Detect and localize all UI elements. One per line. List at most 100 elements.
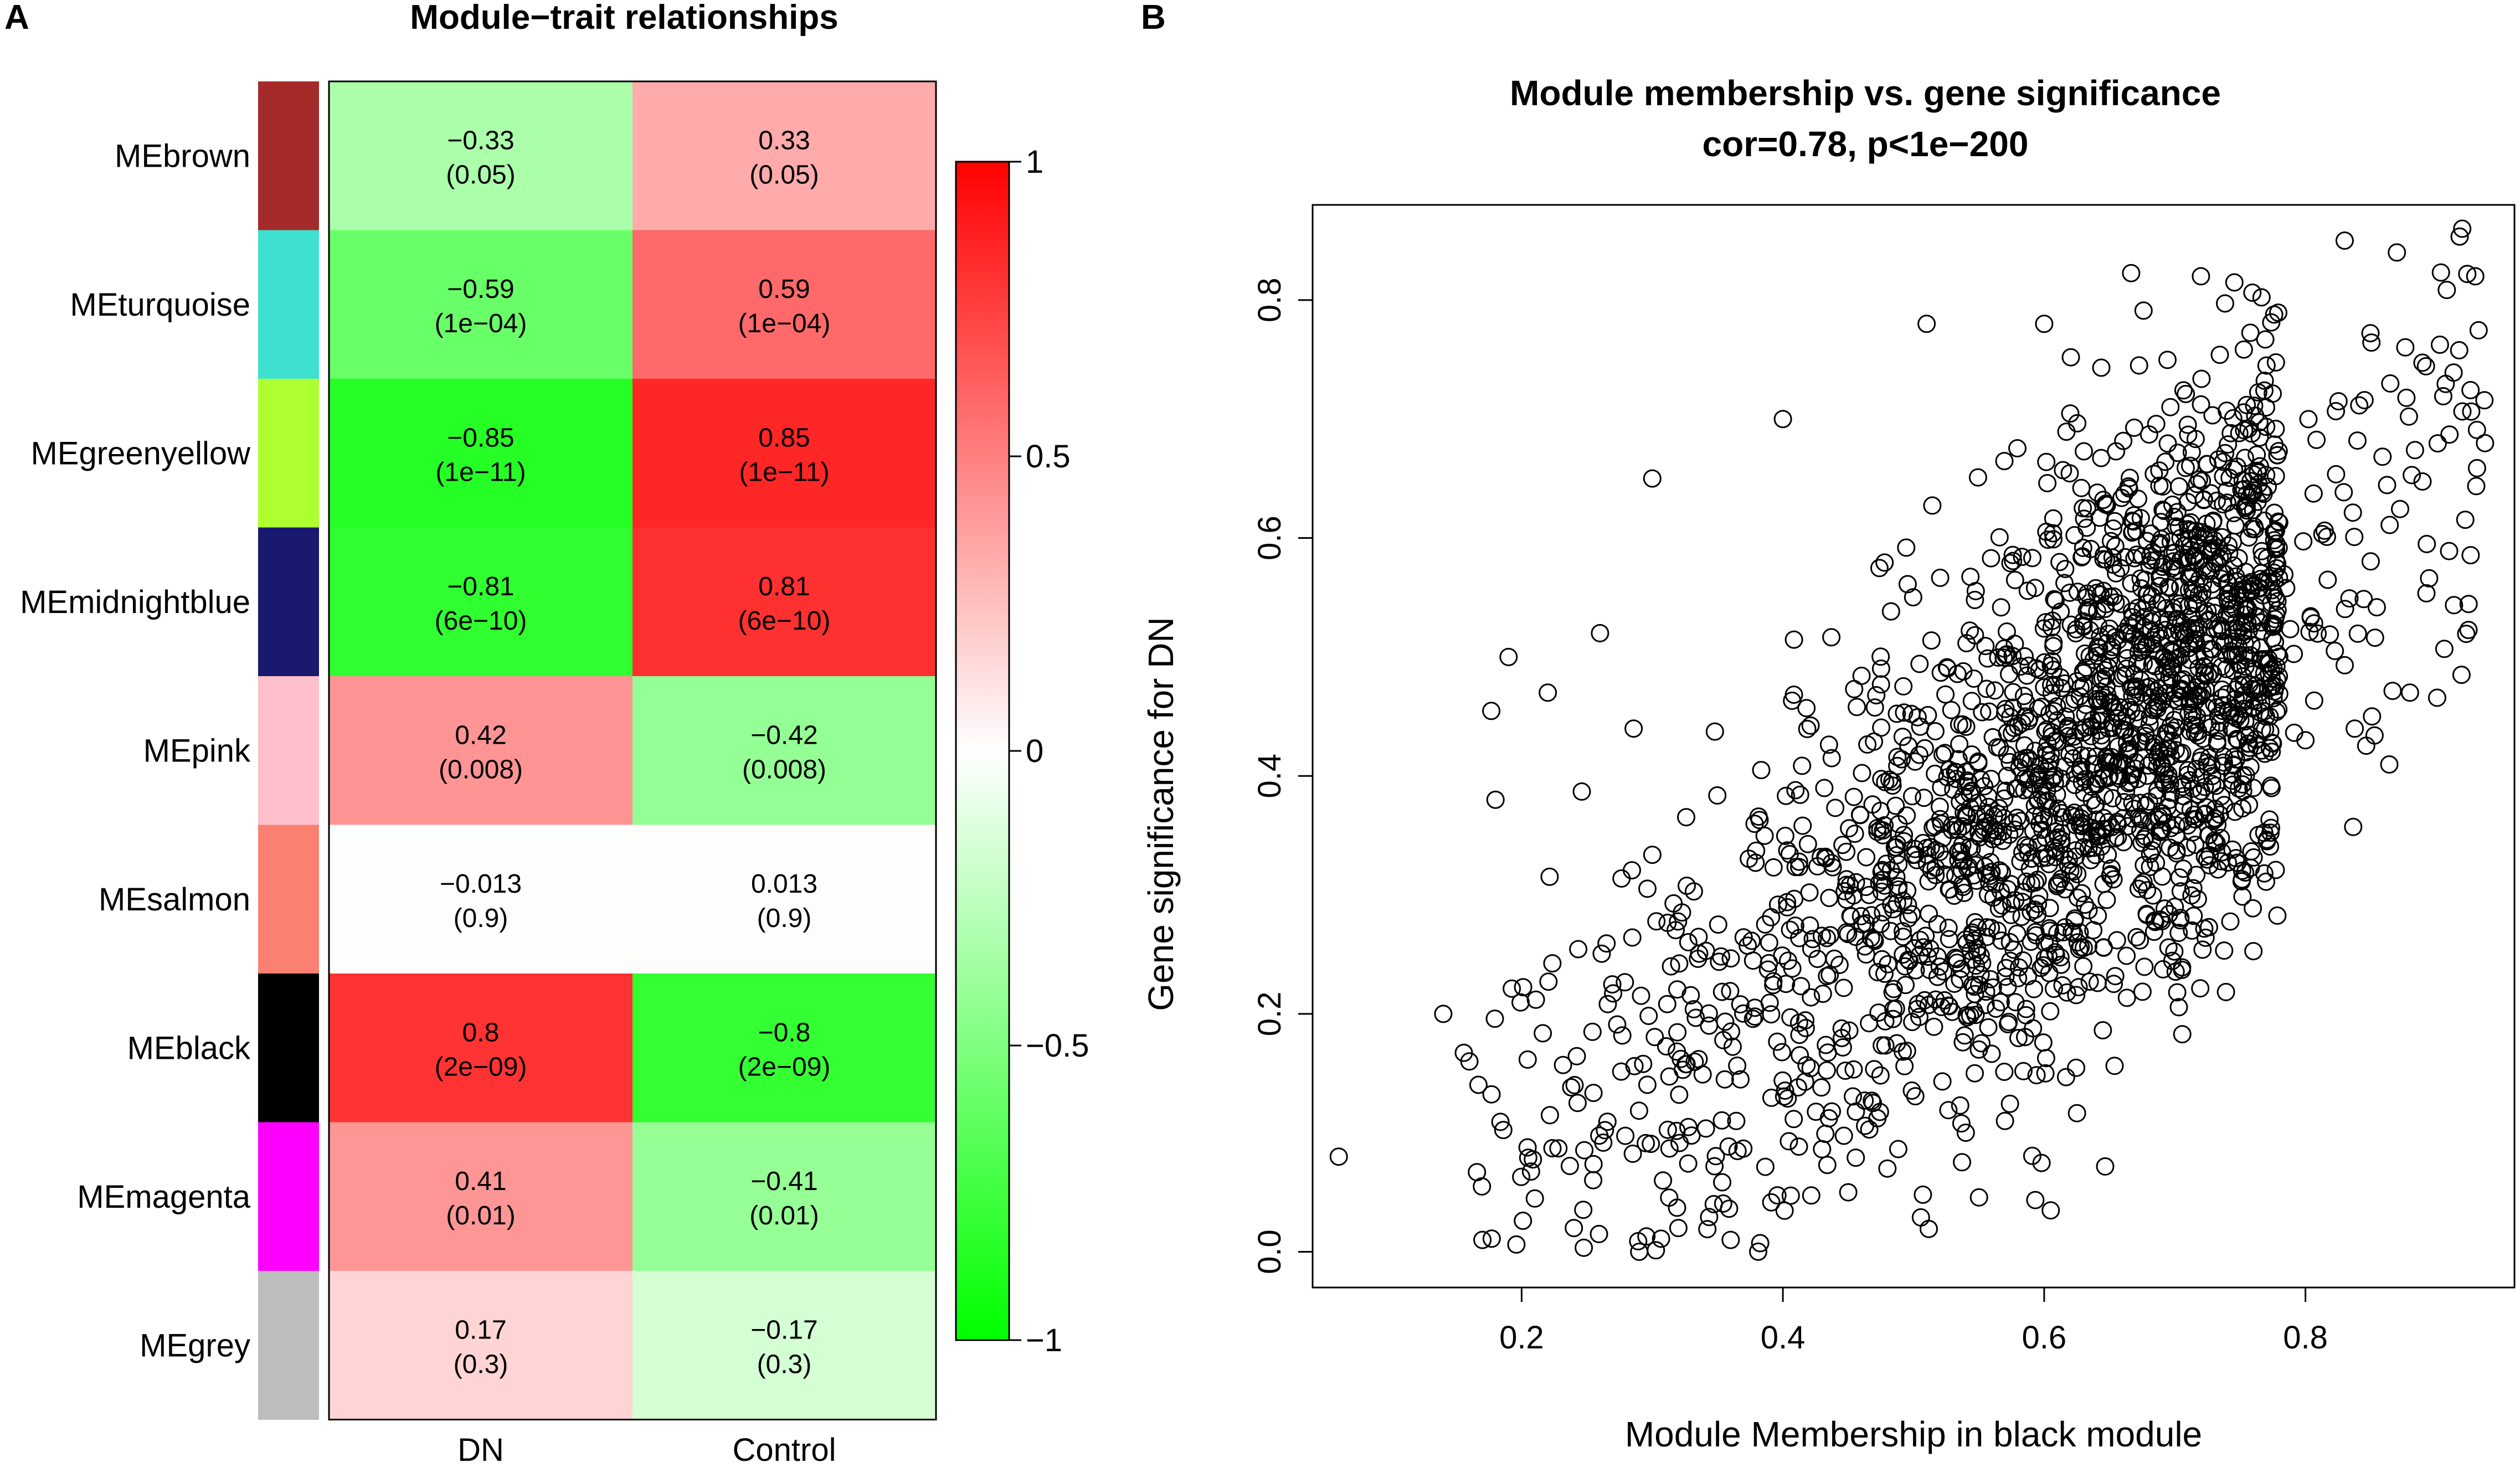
scatter-point	[1855, 1091, 1874, 1110]
y-tick-label: 0.4	[1252, 754, 1288, 799]
scatter-point	[1966, 1064, 1984, 1083]
scatter-point	[1657, 1037, 1675, 1055]
scatter-point	[1821, 926, 1840, 945]
scatter-point	[1565, 1219, 1583, 1238]
scatter-point	[2159, 938, 2178, 957]
scatter-point	[2059, 717, 2077, 735]
scatter-point	[1963, 976, 1982, 995]
cell-correlation: −0.013	[440, 869, 522, 899]
scatter-point	[1984, 888, 2003, 907]
scatter-point	[2180, 695, 2199, 714]
scatter-title: Module membership vs. gene significance	[1510, 73, 2221, 113]
scatter-point	[2257, 356, 2276, 375]
scatter-point	[2074, 838, 2093, 857]
scatter-point	[1667, 921, 1685, 940]
scatter-point	[1961, 568, 1980, 586]
scatter-point	[2420, 569, 2439, 588]
cell-correlation: 0.33	[758, 126, 810, 155]
scatter-point	[2220, 468, 2239, 487]
scatter-point	[1693, 1065, 1712, 1084]
scatter-point	[1825, 949, 1844, 968]
scatter-point	[2174, 670, 2193, 689]
scatter-point	[2119, 774, 2138, 792]
scatter-point	[2023, 549, 2041, 568]
scatter-point	[2140, 556, 2159, 575]
scatter-point	[1987, 1000, 2005, 1018]
scatter-point	[1567, 1047, 1586, 1065]
scatter-point	[2234, 667, 2252, 686]
cell-correlation: −0.85	[447, 423, 514, 452]
scatter-point	[2116, 666, 2135, 684]
scatter-point	[2241, 323, 2260, 342]
scatter-point	[2266, 420, 2285, 438]
scatter-point	[1670, 1134, 1689, 1152]
scatter-point	[2445, 596, 2464, 615]
scatter-point	[2192, 267, 2210, 286]
scatter-point	[2250, 428, 2269, 447]
scatter-point	[1762, 1088, 1781, 1107]
scatter-point	[2127, 703, 2146, 722]
scatter-point	[2092, 449, 2111, 467]
scatter-point	[1946, 866, 1964, 885]
scatter-point	[2208, 732, 2226, 750]
scatter-point	[1677, 1055, 1696, 1074]
scatter-point	[1993, 863, 2011, 882]
scatter-point	[2099, 658, 2118, 677]
scatter-point	[2244, 779, 2263, 797]
scatter-point	[2192, 395, 2210, 414]
scatter-point	[1946, 763, 1964, 781]
cell-pvalue: (0.05)	[446, 160, 515, 189]
scatter-point	[1996, 646, 2015, 665]
scatter-point	[1784, 1110, 1803, 1129]
scatter-point	[2170, 594, 2189, 613]
scatter-point	[1897, 806, 1916, 825]
cell-correlation: −0.33	[447, 126, 514, 155]
heatmap-cell	[329, 1122, 633, 1271]
scatter-point	[2140, 792, 2158, 811]
cell-correlation: 0.8	[462, 1018, 500, 1047]
scatter-point	[1720, 1199, 1739, 1218]
scatter-point	[2117, 946, 2136, 965]
scatter-point	[1756, 1157, 1775, 1176]
cell-pvalue: (2e−09)	[435, 1052, 527, 1082]
scatter-point	[1776, 827, 1794, 845]
scatter-point	[2024, 1019, 2043, 1038]
scatter-point	[1995, 1063, 2014, 1081]
scatter-point	[2135, 654, 2153, 673]
scatter-point	[2204, 665, 2223, 683]
scatter-point	[2219, 592, 2237, 611]
scatter-point	[2151, 629, 2170, 648]
scatter-point	[2148, 693, 2167, 712]
scatter-point	[1679, 1117, 1698, 1136]
scatter-point	[2138, 881, 2157, 900]
row-label: MEbrown	[115, 138, 250, 174]
colorbar-tick-label: −1	[1026, 1322, 1062, 1358]
scatter-point	[1939, 1101, 1958, 1120]
cell-pvalue: (1e−11)	[739, 457, 829, 487]
scatter-point	[1957, 777, 1976, 796]
scatter-point	[2235, 614, 2254, 633]
scatter-point	[2285, 723, 2303, 742]
scatter-point	[1540, 867, 1559, 886]
module-trait-heatmap: Module−trait relationships MEbrown −0.33 (…	[20, 0, 1089, 1468]
scatter-point	[2268, 592, 2287, 611]
scatter-point	[1716, 1012, 1735, 1031]
scatter-point	[2200, 856, 2219, 875]
scatter-point	[2072, 884, 2091, 903]
scatter-point	[1834, 979, 1853, 997]
scatter-point	[2027, 1066, 2046, 1085]
scatter-point	[1908, 1000, 1927, 1018]
scatter-point	[1612, 1062, 1631, 1081]
column-label: Control	[733, 1432, 836, 1468]
scatter-point	[2218, 853, 2237, 872]
scatter-point	[1820, 889, 1839, 907]
scatter-point	[1745, 1007, 1764, 1026]
scatter-point	[1902, 787, 1921, 806]
heatmap-cell	[329, 81, 633, 230]
scatter-point	[2161, 533, 2180, 551]
scatter-point	[1977, 679, 1996, 698]
scatter-point	[2088, 974, 2107, 992]
scatter-point	[2179, 704, 2198, 723]
scatter-point	[2453, 402, 2472, 421]
scatter-point	[2151, 569, 2169, 588]
